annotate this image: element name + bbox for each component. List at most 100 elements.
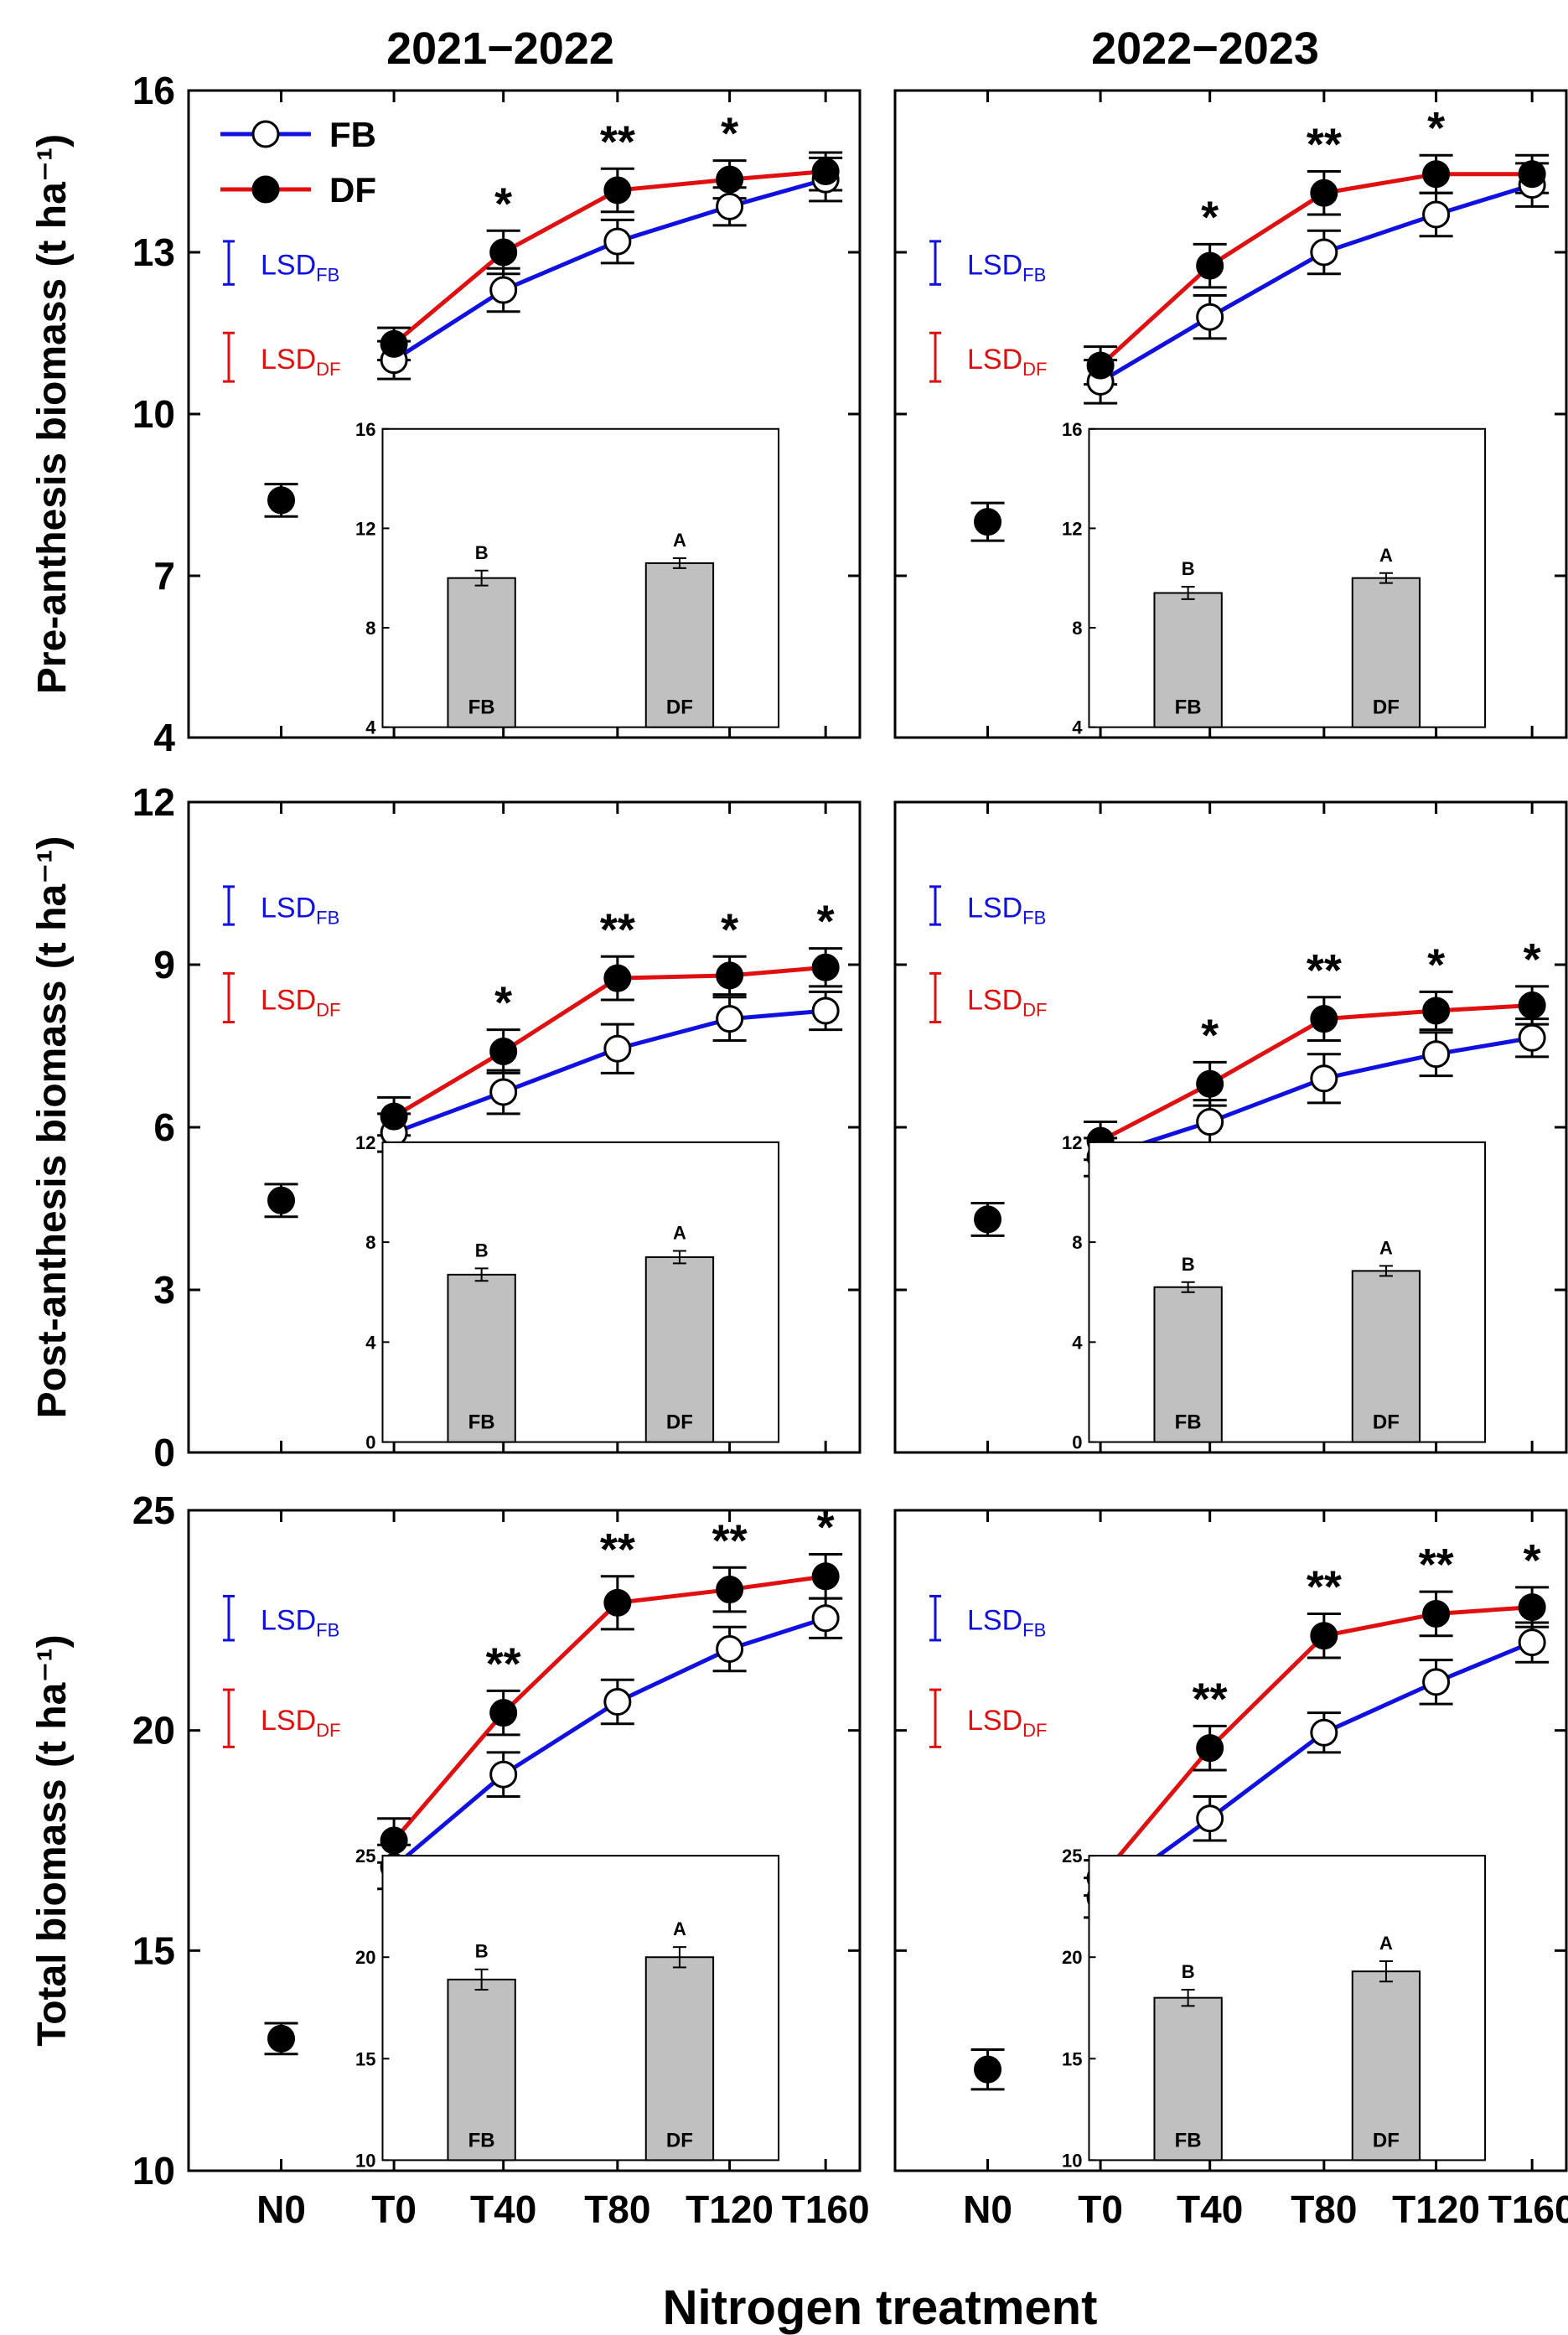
inset-y-tick-label: 4 xyxy=(365,717,376,738)
point-df-t120 xyxy=(1422,997,1451,1025)
inset-bar-label: DF xyxy=(1373,696,1400,719)
point-fb-t120 xyxy=(1422,1040,1451,1069)
inset-y-tick-label: 8 xyxy=(365,1232,375,1253)
lsd-label-df-sub: DF xyxy=(1022,359,1047,380)
inset-bar-label: DF xyxy=(666,696,693,719)
point-fb-t160 xyxy=(811,1604,840,1633)
inset-y-tick-label: 8 xyxy=(1072,618,1082,639)
inset-frame xyxy=(381,427,780,728)
inset-letter: A xyxy=(673,530,686,551)
y-tick-label: 13 xyxy=(132,230,175,274)
lsd-label-fb-sub: FB xyxy=(1022,1620,1046,1641)
inset-y-tick-label: 12 xyxy=(1062,518,1082,539)
lsd-label-df: LSDDF xyxy=(967,344,1047,380)
inset-bar-label: DF xyxy=(666,2129,693,2151)
significance-mark: ** xyxy=(600,1525,635,1575)
significance-mark: * xyxy=(721,904,738,955)
inset-y-tick-label: 8 xyxy=(365,618,375,639)
inset-letter: B xyxy=(1182,1254,1195,1275)
significance-mark: ** xyxy=(600,116,635,167)
x-tick-label-t40: T40 xyxy=(1177,2187,1243,2231)
point-fb-t160 xyxy=(1518,1628,1546,1657)
lsd-label-fb: LSDFB xyxy=(261,1605,339,1641)
point-df-t0 xyxy=(380,1102,408,1131)
inset-frame xyxy=(1088,1141,1487,1443)
legend-marker-fb xyxy=(251,120,280,148)
lsd-label-fb-sub: FB xyxy=(316,265,339,286)
inset-frame xyxy=(1088,1855,1487,2162)
point-df-t120 xyxy=(716,1576,744,1604)
point-df-t80 xyxy=(1310,179,1338,207)
point-fb-t80 xyxy=(603,1034,632,1063)
point-df-t40 xyxy=(1196,1069,1224,1098)
y-tick-label: 6 xyxy=(153,1105,175,1149)
point-df-t120 xyxy=(716,165,744,194)
inset-bar-df xyxy=(1351,1270,1421,1443)
lsd-label-fb-sub: FB xyxy=(1022,265,1046,286)
point-fb-t160 xyxy=(811,997,840,1025)
point-fb-t160 xyxy=(1518,1023,1546,1052)
lsd-label-fb-sub: FB xyxy=(316,1620,339,1641)
inset-bar-df xyxy=(1351,1970,1421,2162)
point-df-t120 xyxy=(1422,160,1451,189)
y-tick-label: 20 xyxy=(132,1709,175,1753)
inset-y-tick-label: 10 xyxy=(1062,2150,1082,2171)
x-tick-label-t160: T160 xyxy=(782,2187,870,2231)
inset-bar-label: FB xyxy=(1175,696,1202,719)
inset-y-tick-label: 20 xyxy=(355,1947,375,1968)
n0-point xyxy=(974,2055,1002,2084)
x-tick-label-t120: T120 xyxy=(686,2187,774,2231)
inset-post-2022: 0 4 8 12 B FB A DF xyxy=(1062,1132,1487,1453)
inset-total-2021: 10 15 20 25 B FB A DF xyxy=(355,1846,780,2171)
inset-bar-label: FB xyxy=(468,1411,495,1434)
significance-mark: * xyxy=(721,109,738,159)
inset-letter: B xyxy=(1182,1961,1195,1982)
significance-mark: * xyxy=(494,978,512,1028)
inset-y-tick-label: 25 xyxy=(355,1846,375,1866)
y-tick-label: 15 xyxy=(132,1929,175,1972)
y-tick-label: 10 xyxy=(132,392,175,436)
n0-point xyxy=(974,508,1002,536)
inset-letter: B xyxy=(475,1941,489,1962)
significance-mark: * xyxy=(1201,1010,1219,1060)
significance-mark: * xyxy=(817,1503,835,1553)
inset-frame xyxy=(1088,427,1487,728)
point-df-t160 xyxy=(1518,1593,1546,1622)
point-fb-t80 xyxy=(1310,238,1338,267)
point-df-t80 xyxy=(603,1588,632,1617)
y-tick-label: 3 xyxy=(153,1268,175,1312)
point-df-t160 xyxy=(811,158,840,185)
significance-mark: * xyxy=(1201,192,1219,242)
inset-y-tick-label: 4 xyxy=(1072,1332,1083,1353)
inset-y-tick-label: 10 xyxy=(355,2150,375,2171)
inset-y-tick-label: 15 xyxy=(1062,2048,1082,2069)
significance-mark: ** xyxy=(712,1515,748,1566)
significance-mark: ** xyxy=(1419,1540,1454,1590)
point-df-t160 xyxy=(811,1562,840,1591)
n0-point xyxy=(267,1186,296,1214)
point-df-t40 xyxy=(489,1699,518,1727)
inset-bar-label: DF xyxy=(666,1411,693,1434)
lsd-label-df: LSDDF xyxy=(261,984,340,1020)
y-tick-label: 10 xyxy=(132,2149,175,2193)
inset-letter: A xyxy=(1379,1237,1393,1258)
y-tick-label: 7 xyxy=(153,554,175,598)
y-axis-label: Total biomass (t ha⁻¹) xyxy=(30,1634,75,2046)
significance-mark: ** xyxy=(486,1639,521,1689)
y-tick-label: 12 xyxy=(132,780,175,824)
panel-total-2021: 10 15 20 25 N0 T0 T40 T80 T120 T160 Total biomass … xyxy=(30,1488,870,2231)
legend-label-df: DF xyxy=(329,170,376,210)
significance-mark: ** xyxy=(1307,120,1342,170)
point-fb-t40 xyxy=(1196,303,1224,331)
point-df-t120 xyxy=(1422,1599,1451,1628)
inset-pre-2022: 4 8 12 16 B FB A DF xyxy=(1062,419,1487,738)
inset-bar-label: FB xyxy=(468,2129,495,2151)
column-title-2021: 2021−2022 xyxy=(386,23,614,74)
point-fb-t40 xyxy=(489,276,518,304)
legend-marker-df xyxy=(251,175,280,204)
y-tick-label: 4 xyxy=(153,716,175,759)
lsd-label-fb: LSDFB xyxy=(967,1605,1046,1641)
significance-mark: * xyxy=(494,179,512,229)
inset-bar-label: FB xyxy=(468,696,495,719)
